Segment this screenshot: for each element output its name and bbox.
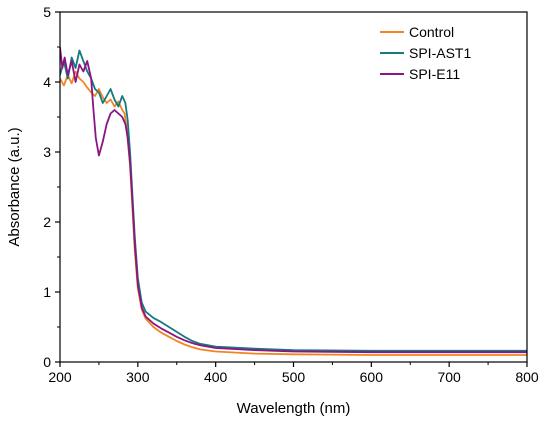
x-tick-label: 700 [437, 369, 461, 385]
x-tick-label: 500 [282, 369, 306, 385]
x-tick-label: 600 [360, 369, 384, 385]
y-tick-label: 1 [43, 284, 51, 300]
y-tick-label: 4 [43, 74, 51, 90]
x-tick-label: 800 [515, 369, 539, 385]
y-tick-label: 3 [43, 144, 51, 160]
legend: Control SPI-AST1 SPI-E11 [380, 24, 471, 82]
x-tick-label: 400 [204, 369, 228, 385]
y-tick-label: 0 [43, 354, 51, 370]
series-line-control [60, 70, 527, 356]
x-tick-label: 200 [48, 369, 72, 385]
plot-frame [59, 11, 528, 363]
legend-label: SPI-E11 [409, 66, 460, 82]
x-tick-label: 300 [126, 369, 150, 385]
y-tick-label: 5 [43, 4, 51, 20]
legend-label: SPI-AST1 [409, 45, 471, 61]
y-tick-label: 2 [43, 214, 51, 230]
legend-label: Control [409, 24, 454, 40]
axes: 200 300 400 500 600 700 800 0 1 2 3 4 5 Wavelength (n… [6, 4, 539, 417]
plot-area [60, 46, 527, 356]
x-axis-label: Wavelength (nm) [237, 400, 351, 417]
series-line-spi-ast1 [60, 49, 527, 352]
y-axis-label: Absorbance (a.u.) [6, 127, 23, 246]
series-line-spi-e11 [60, 46, 527, 354]
